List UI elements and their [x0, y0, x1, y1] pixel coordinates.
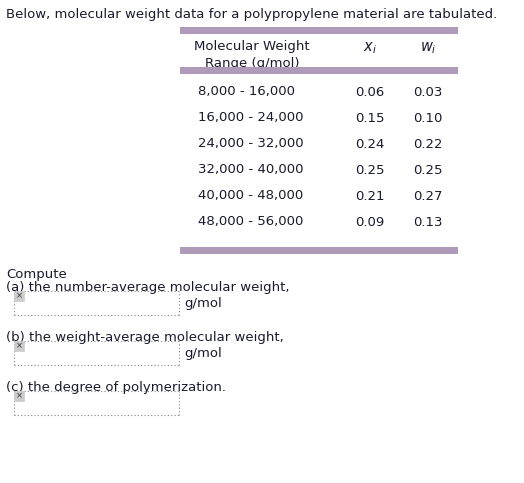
Text: 40,000 - 48,000: 40,000 - 48,000 [198, 189, 303, 202]
Text: 0.25: 0.25 [355, 164, 385, 176]
Text: 0.10: 0.10 [413, 112, 443, 125]
Text: g/mol: g/mol [184, 297, 222, 310]
Text: 0.06: 0.06 [355, 85, 385, 99]
Text: 0.22: 0.22 [413, 138, 443, 151]
Text: 0.13: 0.13 [413, 215, 443, 228]
Bar [14, 341, 24, 351]
Text: 0.25: 0.25 [413, 164, 443, 176]
Text: ×: × [16, 341, 23, 351]
Text: (a) the number-average molecular weight,: (a) the number-average molecular weight, [6, 281, 289, 294]
Bar [14, 291, 24, 301]
Text: 16,000 - 24,000: 16,000 - 24,000 [198, 112, 303, 125]
Text: $x_i$: $x_i$ [363, 40, 377, 56]
Text: 0.24: 0.24 [355, 138, 385, 151]
Text: ×: × [16, 292, 23, 300]
Text: (c) the degree of polymerization.: (c) the degree of polymerization. [6, 381, 226, 394]
Text: 0.09: 0.09 [355, 215, 385, 228]
Text: 32,000 - 40,000: 32,000 - 40,000 [198, 164, 303, 176]
Text: $w_i$: $w_i$ [420, 40, 436, 56]
Text: ×: × [16, 392, 23, 400]
Text: 0.03: 0.03 [413, 85, 443, 99]
Bar [180, 67, 458, 74]
Bar [180, 247, 458, 254]
Text: 8,000 - 16,000: 8,000 - 16,000 [198, 85, 295, 99]
Text: Below, molecular weight data for a polypropylene material are tabulated.: Below, molecular weight data for a polyp… [6, 8, 497, 21]
Bar [180, 27, 458, 34]
Text: 48,000 - 56,000: 48,000 - 56,000 [198, 215, 303, 228]
Text: g/mol: g/mol [184, 346, 222, 359]
Bar [14, 391, 24, 401]
Text: 24,000 - 32,000: 24,000 - 32,000 [198, 138, 303, 151]
Text: Compute: Compute [6, 268, 67, 281]
Text: 0.15: 0.15 [355, 112, 385, 125]
Text: Molecular Weight
Range (g/mol): Molecular Weight Range (g/mol) [194, 40, 310, 70]
Text: (b) the weight-average molecular weight,: (b) the weight-average molecular weight, [6, 331, 284, 344]
Text: 0.27: 0.27 [413, 189, 443, 202]
Text: 0.21: 0.21 [355, 189, 385, 202]
